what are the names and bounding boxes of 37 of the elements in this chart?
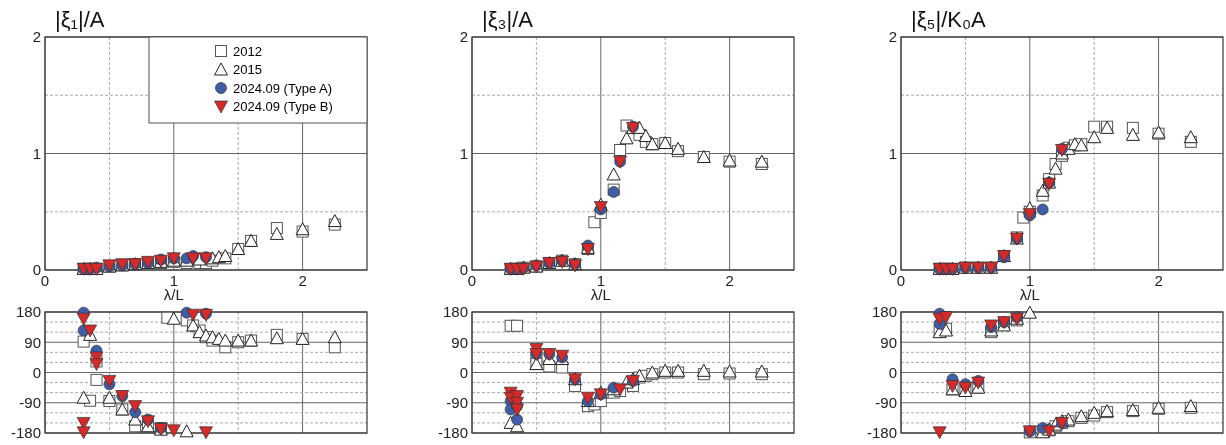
- y-tick-label: 180: [871, 303, 897, 321]
- y-tick-label: 0: [459, 363, 468, 381]
- chart-title: |ξ₁|/A: [55, 7, 105, 32]
- x-axis-title: λ/L: [163, 286, 184, 303]
- y-tick-label: -90: [19, 394, 41, 411]
- y-tick-label: -90: [446, 394, 468, 411]
- y-tick-label: -180: [10, 424, 41, 442]
- y-tick-label: 1: [888, 144, 897, 162]
- y-tick-label: 1: [32, 144, 41, 162]
- y-tick-label: 180: [15, 303, 41, 321]
- x-tick-label: 1: [596, 272, 605, 289]
- y-tick-label: 180: [442, 303, 468, 321]
- y-tick-label: -180: [437, 424, 468, 442]
- x-axis-title: λ/L: [590, 286, 611, 303]
- chart-title: |ξ₅|/K₀A: [911, 7, 987, 32]
- y-tick-label: 0: [32, 363, 41, 381]
- x-tick-label: 1: [169, 272, 178, 289]
- y-tick-label: 90: [451, 333, 468, 351]
- x-tick-label: 1: [1025, 272, 1034, 289]
- x-tick-label: 2: [298, 272, 307, 289]
- x-tick-label: 2: [1154, 272, 1163, 289]
- legend-label: 2024.09 (Type A): [233, 80, 333, 96]
- y-tick-label: 1: [459, 144, 468, 162]
- y-tick-label: -180: [866, 424, 897, 442]
- legend-label: 2024.09 (Type B): [233, 99, 333, 115]
- chart-title: |ξ₃|/A: [482, 7, 534, 32]
- y-tick-label: 90: [24, 333, 41, 351]
- y-tick-label: 0: [888, 363, 897, 381]
- legend-label: 2012: [233, 43, 262, 59]
- x-axis-title: λ/L: [1019, 286, 1040, 303]
- y-tick-label: 2: [888, 28, 897, 46]
- y-tick-label: -90: [875, 394, 897, 411]
- y-tick-label: 90: [880, 333, 897, 351]
- legend-label: 2015: [233, 62, 262, 78]
- y-tick-label: 2: [459, 28, 468, 46]
- x-tick-label: 2: [725, 272, 734, 289]
- y-tick-label: 2: [32, 28, 41, 46]
